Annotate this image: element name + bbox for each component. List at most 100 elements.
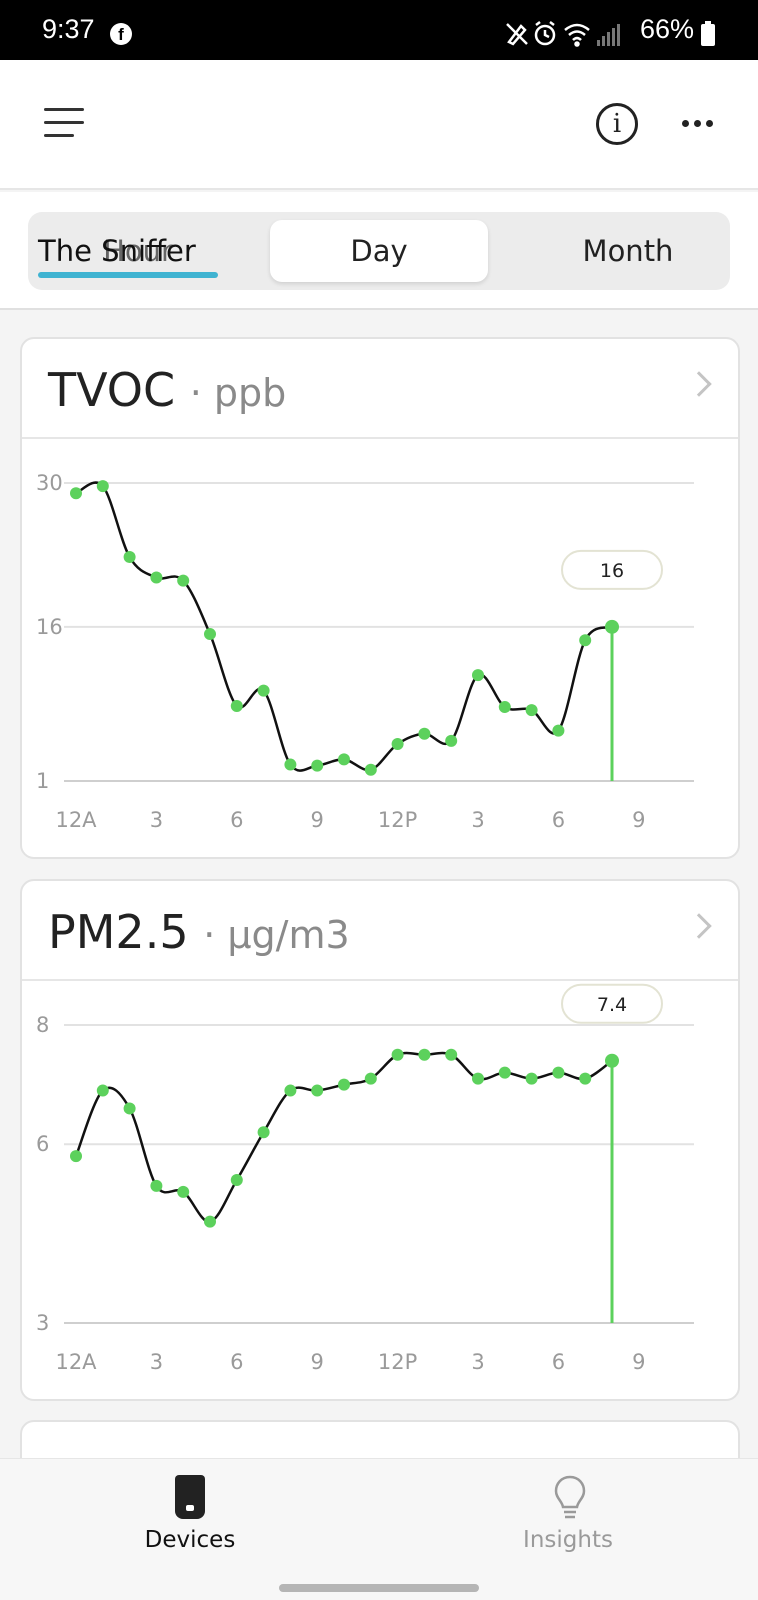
more-options-icon[interactable] [682,120,714,128]
tvoc-y-tick-label: 1 [36,769,49,793]
chevron-right-icon[interactable] [686,913,712,939]
tvoc-title: TVOC · ppb [48,363,286,417]
pm25-data-point [472,1072,484,1085]
tab-month[interactable]: Month [582,234,674,268]
tvoc-card[interactable]: TVOC · ppb 30 16 1 12A 3 6 9 12P 3 6 9 16 [20,337,740,859]
pm25-x-tick-label: 6 [552,1350,565,1374]
pm25-x-tick-label: 12P [378,1350,417,1374]
tvoc-data-point [177,574,190,587]
nav-insights[interactable]: Insights [418,1459,718,1569]
pm25-tooltip-value: 7.4 [597,994,627,1016]
tvoc-data-point [338,753,350,766]
pm25-data-point [552,1066,565,1079]
tvoc-name: TVOC [48,363,176,417]
pm25-data-point [150,1179,163,1192]
tvoc-data-point [472,669,484,682]
pm25-data-point [257,1126,270,1139]
pm25-name: PM2.5 [48,905,189,959]
device-title: The Sniffer [38,212,238,290]
pm25-title: PM2.5 · µg/m3 [48,905,350,959]
tvoc-x-tick-label: 6 [230,808,243,832]
tvoc-x-tick-label: 9 [311,808,324,832]
tvoc-x-tick-label: 6 [552,808,565,832]
tab-day[interactable]: Day [270,220,488,282]
tvoc-data-point [498,701,511,714]
nav-devices-label: Devices [144,1527,236,1553]
status-time: 9:37 [42,14,95,44]
tab-hour[interactable]: Hour [103,234,173,268]
device-icon [175,1475,205,1519]
pm25-data-point [391,1048,404,1061]
pm25-data-point [338,1078,350,1091]
pm25-data-point [311,1084,324,1097]
pm25-data-point [96,1084,109,1097]
tvoc-data-point [284,758,297,771]
pm25-data-point [230,1173,243,1186]
lightbulb-icon [554,1475,586,1519]
tvoc-data-point [257,684,270,697]
pm25-x-tick-label: 12A [55,1350,97,1374]
status-icons [506,21,620,47]
period-selector: Hour The Sniffer Day Month [28,212,730,290]
tvoc-data-point [391,738,404,751]
nav-devices[interactable]: Devices [40,1459,340,1569]
pm25-data-point [204,1215,216,1228]
battery-icon [701,21,715,46]
tvoc-x-tick-label: 12A [55,808,97,832]
tvoc-card-header[interactable]: TVOC · ppb [22,339,738,439]
tvoc-y-tick-label: 30 [36,471,63,495]
tvoc-x-tick-label: 12P [378,808,417,832]
facebook-icon: f [110,23,132,45]
tvoc-data-point [364,763,377,776]
pm25-x-tick-label: 9 [632,1350,645,1374]
pm25-data-point [445,1048,458,1061]
tvoc-data-point [123,550,136,563]
period-selector-area: Hour The Sniffer Day Month [0,192,758,310]
tvoc-data-point [579,634,592,647]
tvoc-data-point [96,480,109,493]
status-bar: 9:37 f 66% [0,0,758,60]
pm25-data-point [498,1066,511,1079]
nav-insights-label: Insights [523,1527,613,1553]
divider [0,308,758,310]
tvoc-tooltip-bg [561,549,663,590]
tvoc-x-tick-label: 3 [471,808,484,832]
menu-icon[interactable] [44,108,84,138]
wifi-icon [564,23,590,47]
pm25-data-point [177,1185,190,1198]
tvoc-data-point [230,699,243,712]
pm25-y-tick-label: 3 [36,1311,49,1335]
app-bar: i [0,60,758,190]
tvoc-data-point [525,704,538,717]
pm25-data-point [525,1072,538,1085]
title-underline [38,272,218,278]
pm25-y-tick-label: 8 [36,1013,49,1037]
tvoc-x-tick-label: 3 [150,808,163,832]
pm25-unit: · µg/m3 [203,913,350,957]
pm25-x-tick-label: 3 [150,1350,163,1374]
tvoc-data-point [70,487,82,500]
pm25-card-header[interactable]: PM2.5 · µg/m3 [22,881,738,981]
tvoc-data-point [605,619,619,634]
home-indicator[interactable] [279,1584,479,1592]
tvoc-x-tick-label: 9 [632,808,645,832]
pm25-y-tick-label: 6 [36,1132,49,1156]
pm25-data-point [418,1048,431,1061]
chevron-right-icon[interactable] [686,371,712,397]
alarm-icon [534,21,556,46]
tvoc-data-point [418,727,431,740]
info-icon[interactable]: i [596,103,638,145]
pm25-x-tick-label: 6 [230,1350,243,1374]
pen-off-icon [506,23,528,46]
tvoc-unit: · ppb [189,371,287,415]
pm25-tooltip-bg [561,983,663,1024]
pm25-tooltip: 7.4 [561,983,663,1024]
tvoc-data-point [311,759,324,772]
pm25-data-point [123,1102,136,1115]
tvoc-y-tick-label: 16 [36,615,63,639]
device-title-text: The Sniffer [38,234,196,268]
pm25-x-tick-label: 3 [471,1350,484,1374]
pm25-card[interactable]: PM2.5 · µg/m3 8 6 3 12A 3 6 9 12P 3 6 9 7.4 [20,879,740,1401]
battery-percent: 66% [640,14,695,44]
